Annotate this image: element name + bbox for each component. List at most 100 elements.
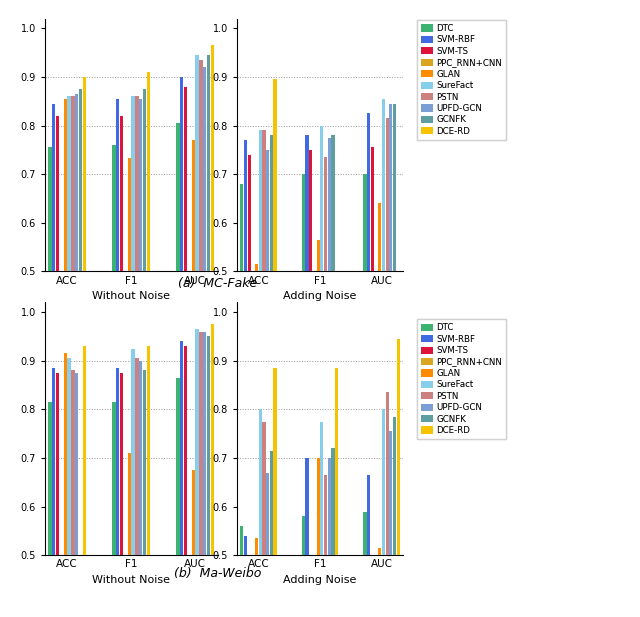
- Bar: [71, 370, 75, 555]
- Bar: [382, 409, 385, 555]
- Bar: [67, 358, 71, 555]
- Bar: [131, 96, 135, 271]
- Bar: [301, 516, 305, 555]
- Bar: [393, 416, 396, 555]
- X-axis label: Without Noise: Without Noise: [92, 291, 170, 301]
- Bar: [332, 449, 335, 555]
- Bar: [262, 130, 266, 271]
- Bar: [371, 147, 374, 271]
- Bar: [147, 346, 150, 555]
- Bar: [191, 470, 195, 555]
- Bar: [75, 373, 79, 555]
- Bar: [56, 373, 60, 555]
- Legend: DTC, SVM-RBF, SVM-TS, PPC_RNN+CNN, GLAN, SureFact, PSTN, UPFD-GCN, GCNFK, DCE-RD: DTC, SVM-RBF, SVM-TS, PPC_RNN+CNN, GLAN,…: [417, 319, 506, 439]
- Bar: [176, 123, 180, 271]
- Bar: [259, 130, 262, 271]
- Bar: [397, 339, 400, 555]
- Bar: [382, 99, 385, 271]
- Text: (b)  Ma-Weibo: (b) Ma-Weibo: [174, 567, 261, 580]
- Bar: [52, 104, 56, 271]
- Bar: [195, 329, 199, 555]
- Bar: [367, 475, 371, 555]
- Bar: [324, 157, 327, 271]
- Bar: [320, 421, 323, 555]
- Bar: [244, 536, 247, 555]
- Bar: [75, 94, 79, 271]
- Bar: [195, 55, 199, 271]
- Bar: [139, 361, 143, 555]
- Bar: [301, 174, 305, 271]
- Bar: [127, 453, 131, 555]
- Bar: [184, 346, 188, 555]
- Bar: [116, 368, 120, 555]
- Bar: [244, 140, 247, 271]
- Bar: [255, 538, 258, 555]
- Legend: DTC, SVM-RBF, SVM-TS, PPC_RNN+CNN, GLAN, SureFact, PSTN, UPFD-GCN, GCNFK, DCE-RD: DTC, SVM-RBF, SVM-TS, PPC_RNN+CNN, GLAN,…: [417, 20, 506, 140]
- Bar: [207, 55, 211, 271]
- Bar: [135, 96, 139, 271]
- Bar: [180, 77, 184, 271]
- Bar: [317, 240, 320, 271]
- Bar: [389, 104, 392, 271]
- Bar: [71, 96, 75, 271]
- Bar: [305, 458, 308, 555]
- Bar: [393, 104, 396, 271]
- Bar: [143, 370, 147, 555]
- Bar: [52, 368, 56, 555]
- X-axis label: Adding Noise: Adding Noise: [284, 575, 356, 585]
- Bar: [191, 140, 195, 271]
- Bar: [320, 125, 323, 271]
- Bar: [207, 336, 211, 555]
- Bar: [48, 147, 52, 271]
- Bar: [248, 155, 251, 271]
- Bar: [266, 473, 269, 555]
- Bar: [184, 86, 188, 271]
- Bar: [83, 346, 86, 555]
- Bar: [48, 402, 52, 555]
- Bar: [259, 409, 262, 555]
- Bar: [378, 204, 381, 271]
- Bar: [199, 60, 203, 271]
- Bar: [116, 99, 120, 271]
- Bar: [328, 138, 331, 271]
- Bar: [143, 89, 147, 271]
- Bar: [211, 45, 214, 271]
- Bar: [112, 145, 116, 271]
- Bar: [176, 378, 180, 555]
- Bar: [378, 548, 381, 555]
- Bar: [131, 349, 135, 555]
- Bar: [63, 354, 67, 555]
- Bar: [255, 264, 258, 271]
- Bar: [305, 135, 308, 271]
- Bar: [273, 80, 276, 271]
- X-axis label: Adding Noise: Adding Noise: [284, 291, 356, 301]
- Bar: [120, 373, 124, 555]
- Bar: [211, 324, 214, 555]
- Bar: [269, 450, 273, 555]
- Bar: [364, 511, 367, 555]
- Bar: [83, 77, 86, 271]
- Bar: [199, 331, 203, 555]
- Bar: [120, 116, 124, 271]
- Bar: [266, 150, 269, 271]
- Bar: [364, 174, 367, 271]
- Bar: [240, 184, 243, 271]
- Bar: [367, 114, 371, 271]
- Bar: [203, 67, 207, 271]
- Bar: [180, 341, 184, 555]
- Bar: [63, 99, 67, 271]
- Bar: [317, 458, 320, 555]
- Bar: [273, 368, 276, 555]
- Bar: [324, 475, 327, 555]
- Bar: [79, 89, 83, 271]
- Text: (a)  MC-Fake: (a) MC-Fake: [178, 277, 257, 290]
- Bar: [385, 118, 388, 271]
- Bar: [335, 368, 339, 555]
- Bar: [309, 150, 312, 271]
- Bar: [147, 72, 150, 271]
- Bar: [385, 392, 388, 555]
- Bar: [67, 96, 71, 271]
- Bar: [203, 331, 207, 555]
- Bar: [262, 421, 266, 555]
- Bar: [328, 458, 331, 555]
